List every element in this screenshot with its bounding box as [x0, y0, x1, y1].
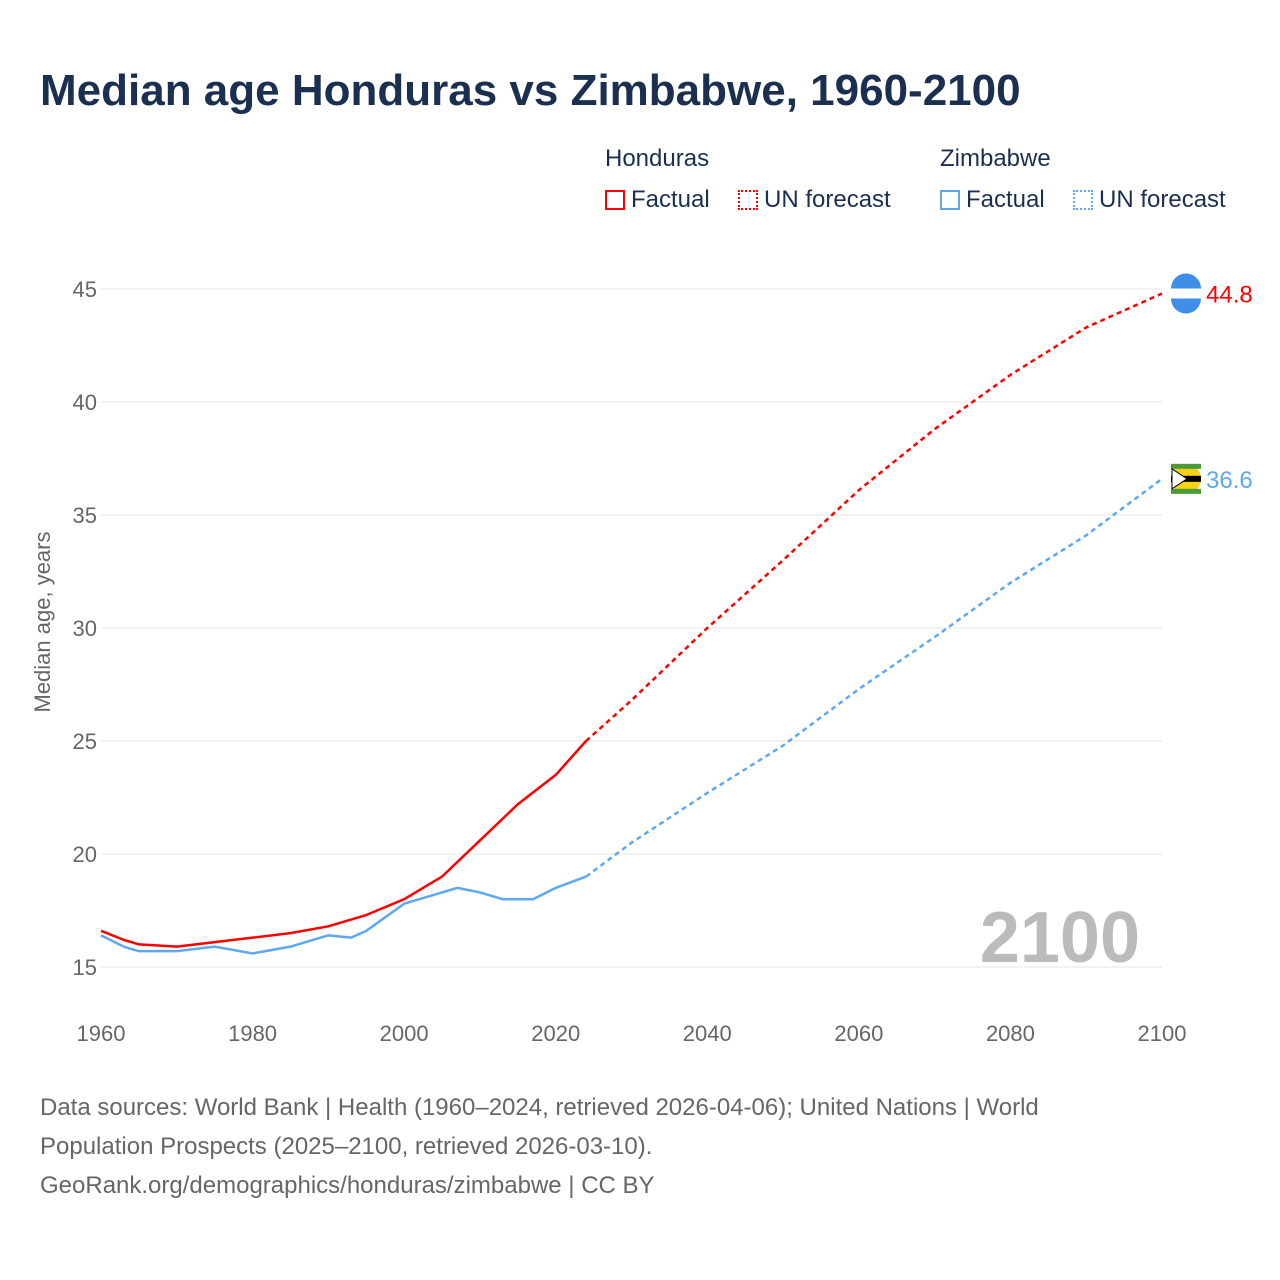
legend-swatch [605, 190, 625, 210]
footer-sources: Data sources: World Bank | Health (1960–… [40, 1094, 1039, 1121]
legend-honduras-forecast[interactable]: UN forecast [738, 186, 891, 214]
x-tick-label: 2040 [683, 1021, 732, 1046]
legend-honduras-factual[interactable]: Factual [605, 186, 710, 214]
flag-triangle [1171, 467, 1188, 490]
flag-stripe [1171, 298, 1201, 314]
legend-swatch [738, 190, 758, 210]
x-tick-label: 1960 [77, 1021, 126, 1046]
legend-label: UN forecast [1099, 186, 1226, 213]
legend-label: UN forecast [764, 186, 891, 213]
y-tick-label: 30 [73, 616, 97, 641]
series-line-zimbabwe-factual [100, 875, 587, 955]
legend-label: Factual [966, 186, 1045, 213]
end-value-label-honduras: 44.8 [1206, 282, 1253, 309]
legend-swatch [1073, 190, 1093, 210]
x-tick-label: 2000 [380, 1021, 429, 1046]
legend-zimbabwe-factual[interactable]: Factual [940, 186, 1045, 214]
flag-stripe [1171, 273, 1201, 289]
y-tick-label: 40 [73, 390, 97, 415]
legend-group-zimbabwe: Zimbabwe [940, 145, 1051, 172]
flag-honduras-icon [1171, 273, 1201, 314]
flag-stripe [1171, 488, 1201, 494]
end-value-label-zimbabwe: 36.6 [1206, 467, 1253, 494]
flag-zimbabwe-icon [1171, 463, 1201, 494]
series-line-honduras-forecast [585, 292, 1163, 742]
y-axis-label: Median age, years [30, 532, 55, 713]
x-tick-label: 1980 [228, 1021, 277, 1046]
footer-sources-cont: Population Prospects (2025–2100, retriev… [40, 1133, 653, 1160]
legend-group-honduras: Honduras [605, 145, 710, 172]
y-tick-label: 25 [73, 729, 97, 754]
legend-zimbabwe-forecast[interactable]: UN forecast [1073, 186, 1226, 214]
legend-swatch [940, 190, 960, 210]
chart-title: Median age Honduras vs Zimbabwe, 1960-21… [40, 66, 1021, 115]
x-tick-label: 2020 [531, 1021, 580, 1046]
x-tick-label: 2100 [1138, 1021, 1187, 1046]
flag-stripe [1171, 463, 1201, 469]
year-watermark: 2100 [980, 898, 1140, 978]
x-tick-label: 2080 [986, 1021, 1035, 1046]
y-tick-label: 35 [73, 503, 97, 528]
y-tick-label: 20 [73, 842, 97, 867]
y-tick-label: 15 [73, 955, 97, 980]
footer: Data sources: World Bank | Health (1960–… [40, 1088, 1240, 1205]
footer-credit[interactable]: GeoRank.org/demographics/honduras/zimbab… [40, 1172, 655, 1199]
y-tick-label: 45 [73, 277, 97, 302]
x-tick-label: 2060 [834, 1021, 883, 1046]
legend-label: Factual [631, 186, 710, 213]
series-line-honduras-factual [100, 740, 587, 948]
series-line-zimbabwe-forecast [585, 477, 1163, 878]
